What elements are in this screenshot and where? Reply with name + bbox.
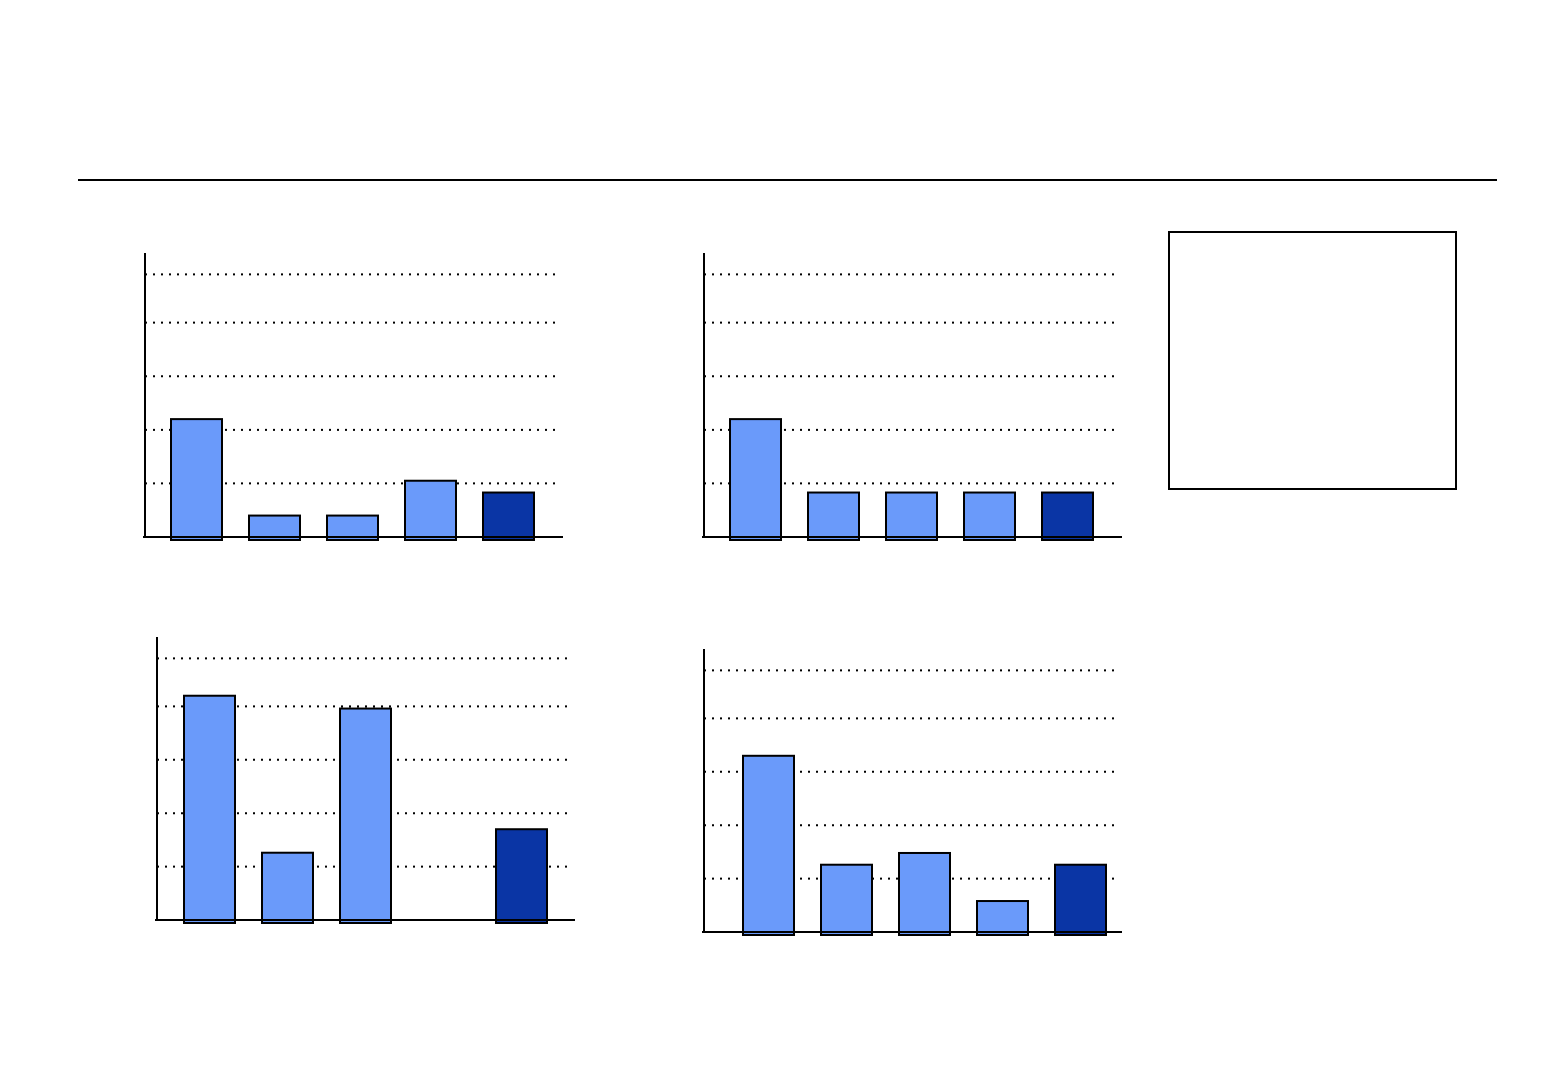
bar — [339, 707, 392, 925]
bar — [261, 851, 314, 925]
bar — [885, 491, 938, 542]
bar — [742, 754, 795, 937]
bar — [183, 694, 236, 924]
bar — [170, 418, 223, 542]
bar — [495, 828, 548, 925]
bar — [820, 863, 873, 937]
text-box — [1168, 231, 1457, 490]
bar — [1054, 863, 1107, 937]
bar — [729, 418, 782, 542]
bar — [248, 514, 301, 542]
bar — [963, 491, 1016, 542]
bar — [807, 491, 860, 542]
bar — [898, 851, 951, 936]
bar — [976, 900, 1029, 937]
bar — [404, 479, 457, 541]
bar — [326, 514, 379, 542]
bar — [1041, 491, 1094, 542]
bar — [482, 491, 535, 542]
